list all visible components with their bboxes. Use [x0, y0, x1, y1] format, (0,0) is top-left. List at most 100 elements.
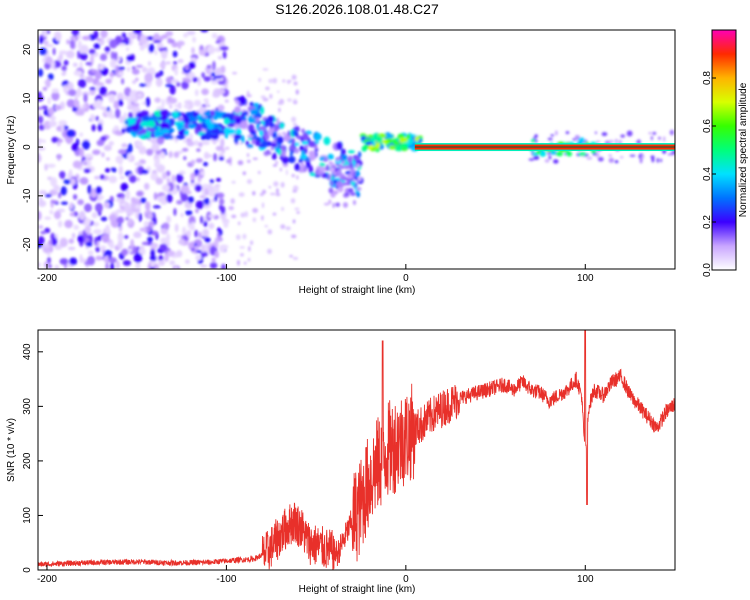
spectrogram-cell [136, 177, 140, 182]
spectrogram-cell [120, 182, 129, 192]
spectrogram-cell [143, 220, 150, 228]
spectrogram-cell [180, 212, 184, 218]
spectrogram-cell [124, 87, 132, 97]
spectrogram-cell [63, 59, 69, 66]
spectrogram-cell [158, 255, 164, 262]
spectrogram-cell [96, 139, 105, 146]
spectrogram-cell [79, 254, 83, 264]
spectrogram-frame [37, 29, 676, 270]
spectrogram-cell [49, 115, 56, 121]
spectrogram-cell [68, 238, 75, 244]
spectrogram-y-label: Frequency (Hz) [6, 116, 17, 185]
spectrogram-cell [247, 257, 251, 262]
spectrogram-cell [119, 175, 125, 180]
spectrogram-cell [92, 149, 101, 155]
spectrogram-cell [95, 115, 99, 121]
spectrogram-cell [111, 168, 117, 173]
spectrogram-cell [67, 246, 76, 251]
spectrogram-cell [90, 114, 96, 122]
spectrogram-cell [289, 254, 293, 258]
spectrogram-cell [294, 148, 300, 154]
spectrogram-cell [87, 250, 94, 256]
spectrogram-cell [277, 101, 283, 106]
spectrogram-cell [38, 262, 42, 268]
spectrogram-cell [54, 264, 60, 269]
spectrogram-x-ticks: -200 -100 0 100 [37, 264, 594, 284]
spectrogram-cell [162, 222, 170, 230]
spectrogram-cell [595, 140, 601, 143]
spectrogram-cell [114, 51, 118, 61]
spectrogram-cell [159, 61, 166, 69]
spectrogram-cell [184, 100, 193, 104]
spectrogram-cell [57, 153, 61, 161]
spectrogram-cell [241, 111, 245, 118]
spectrogram-cell [282, 79, 286, 83]
spectrogram-cell [266, 118, 270, 126]
spectrogram-cell [109, 59, 117, 68]
spectrogram-cell [656, 157, 659, 163]
spectrogram-cell [127, 118, 136, 125]
spectrogram-cell [168, 119, 174, 124]
spectrogram-cell [337, 157, 342, 160]
spectrogram-cell [127, 31, 137, 37]
spectrogram-cell [200, 215, 204, 224]
snr-x-tick-label: -200 [37, 574, 57, 585]
spectrogram-y-tick-label: 0 [22, 144, 33, 150]
snr-y-ticks: 0 100 200 300 400 [22, 343, 43, 573]
spectrogram-cell [203, 76, 211, 82]
spectrogram-cell [276, 117, 280, 126]
spectrogram-cell [191, 247, 196, 252]
spectrogram-cell [85, 241, 93, 248]
spectrogram-cell [350, 170, 353, 176]
spectrogram-cell [213, 153, 217, 162]
spectrogram-cell [553, 159, 559, 164]
spectrogram-cell [174, 67, 179, 76]
spectrogram-cell [356, 163, 360, 168]
spectrogram-cell [148, 115, 156, 121]
spectrogram-cell [74, 110, 84, 116]
spectrogram-cell [131, 66, 136, 70]
spectrogram-cell [127, 97, 132, 106]
spectrogram-cell [54, 104, 62, 111]
spectrogram-cell [153, 125, 159, 131]
spectrogram-cell [273, 152, 277, 161]
spectrogram-cell [161, 34, 168, 39]
spectrogram-cell [158, 259, 165, 266]
spectrogram-cell [210, 132, 220, 141]
spectrogram-cell [554, 130, 558, 136]
spectrogram-cell [106, 157, 110, 161]
spectrogram-cell [204, 197, 210, 206]
spectrogram-cell [121, 143, 128, 148]
snr-y-tick-label: 400 [22, 343, 33, 360]
spectrogram-cell [150, 242, 159, 249]
spectrogram-cell [203, 220, 208, 228]
spectrogram-cell [96, 85, 100, 92]
spectrogram-cell [83, 161, 88, 165]
spectrogram-cell [329, 167, 335, 172]
spectrogram-cell [399, 137, 405, 143]
spectrogram-cell [119, 202, 127, 207]
spectrogram-cell [388, 145, 396, 150]
spectrogram-cell [121, 128, 126, 134]
spectrogram-x-tick-label: 0 [403, 273, 409, 284]
spectrogram-cell [154, 72, 161, 79]
spectrogram-cell [38, 225, 44, 229]
spectrogram-cell [43, 30, 48, 38]
spectrogram-cell [133, 252, 143, 263]
spectrogram-cell [146, 148, 154, 156]
spectrogram-cell [202, 186, 206, 197]
colorbar-tick-label: 0.4 [702, 167, 713, 181]
spectrogram-cell [161, 128, 170, 134]
spectrogram-cell [99, 86, 107, 96]
spectrogram-cell [99, 245, 107, 250]
spectrogram-cell [336, 164, 342, 167]
colorbar-label: Normalized spectral amplitude [738, 82, 749, 217]
spectrogram-cell [160, 200, 166, 205]
spectrogram-cell [660, 158, 663, 163]
spectrogram-cell [279, 167, 282, 172]
spectrogram-cell [126, 54, 134, 62]
spectrogram-cell [323, 158, 328, 162]
spectrogram-cell [131, 68, 140, 75]
spectrogram-cell [94, 202, 103, 213]
